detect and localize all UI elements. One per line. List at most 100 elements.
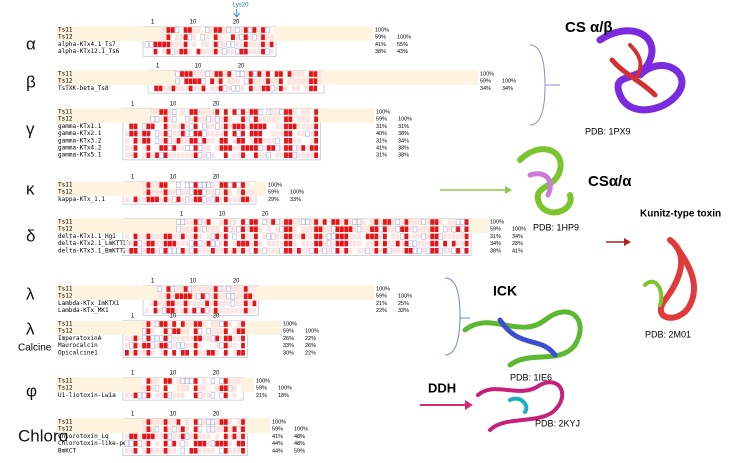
- residue: [223, 130, 228, 137]
- residue: [240, 85, 245, 92]
- residue: [254, 130, 258, 137]
- residue: [133, 145, 138, 151]
- residue: [198, 196, 202, 203]
- residue: [197, 426, 203, 433]
- residue: [176, 419, 181, 425]
- row-highlight: [56, 108, 374, 116]
- residue: [167, 247, 172, 254]
- residue: [383, 233, 387, 240]
- residue: [146, 233, 151, 240]
- residue: [179, 307, 184, 314]
- residue: [266, 240, 271, 247]
- identity-percent: 100%: [376, 286, 390, 292]
- residue: [189, 392, 194, 399]
- sequence-name: Ts11: [58, 109, 73, 116]
- residue: [219, 226, 224, 232]
- residue: [464, 219, 469, 225]
- residue: [155, 328, 159, 334]
- residue: [248, 48, 252, 55]
- residue: [228, 433, 232, 440]
- residue: [279, 108, 284, 115]
- position-tick: 20: [213, 371, 220, 377]
- residue: [275, 109, 280, 115]
- residue: [223, 116, 228, 122]
- residue: [129, 440, 134, 447]
- residue: [404, 226, 409, 232]
- residue: [387, 247, 392, 254]
- residue: [213, 286, 218, 292]
- residue: [206, 335, 211, 342]
- residue: [155, 448, 159, 454]
- residue: [352, 248, 357, 254]
- residue: [243, 48, 248, 55]
- residue: [292, 130, 297, 137]
- residue: [146, 240, 151, 247]
- identity-percent: 31%: [398, 124, 409, 130]
- residue: [179, 293, 184, 299]
- residue: [145, 300, 149, 307]
- residue: [426, 233, 430, 240]
- residue: [447, 226, 452, 232]
- residue: [232, 116, 237, 122]
- residue: [262, 116, 267, 122]
- residue: [249, 109, 254, 115]
- residue: [150, 385, 155, 391]
- residue: [249, 219, 254, 225]
- residue: [193, 109, 198, 115]
- residue: [258, 248, 263, 254]
- residue: [291, 78, 296, 84]
- residue: [322, 240, 327, 247]
- residue: [241, 152, 245, 158]
- residue: [192, 27, 197, 33]
- residue: [254, 233, 258, 240]
- residue: [261, 27, 265, 33]
- residue: [232, 152, 237, 158]
- residue: [202, 335, 207, 342]
- residue: [172, 335, 177, 342]
- residue: [179, 300, 184, 307]
- residue: [211, 385, 215, 391]
- residue: [219, 447, 224, 454]
- residue: [426, 240, 430, 247]
- residue: [318, 219, 323, 225]
- residue: [219, 196, 224, 203]
- residue: [297, 240, 301, 247]
- residue: [133, 335, 138, 342]
- residue: [149, 48, 154, 55]
- residue: [241, 116, 245, 122]
- residue: [228, 219, 232, 225]
- residue: [318, 248, 323, 254]
- residue: [215, 426, 220, 432]
- residue: [335, 233, 340, 240]
- residue: [180, 440, 185, 447]
- residue: [241, 335, 245, 342]
- residue: [261, 41, 265, 48]
- residue: [196, 300, 201, 307]
- residue: [154, 116, 160, 123]
- residue: [387, 219, 392, 225]
- residue: [265, 41, 270, 48]
- residue: [357, 226, 362, 233]
- residue: [335, 248, 340, 254]
- residue: [155, 440, 159, 447]
- residue: [297, 226, 301, 232]
- residue: [197, 328, 203, 335]
- residue: [211, 189, 215, 195]
- residue: [239, 27, 244, 33]
- residue: [211, 130, 215, 137]
- residue: [180, 419, 185, 425]
- residue: [241, 138, 245, 144]
- residue: [168, 189, 172, 195]
- residue: [150, 182, 155, 188]
- residue: [252, 70, 258, 77]
- residue: [365, 219, 370, 225]
- identity-percent: 100%: [398, 294, 412, 300]
- residue: [209, 307, 214, 314]
- residue: [146, 130, 151, 137]
- residue: [309, 152, 314, 158]
- residue: [275, 248, 280, 254]
- residue: [266, 248, 271, 254]
- residue: [149, 307, 154, 314]
- residue: [193, 189, 198, 195]
- residue: [232, 182, 237, 188]
